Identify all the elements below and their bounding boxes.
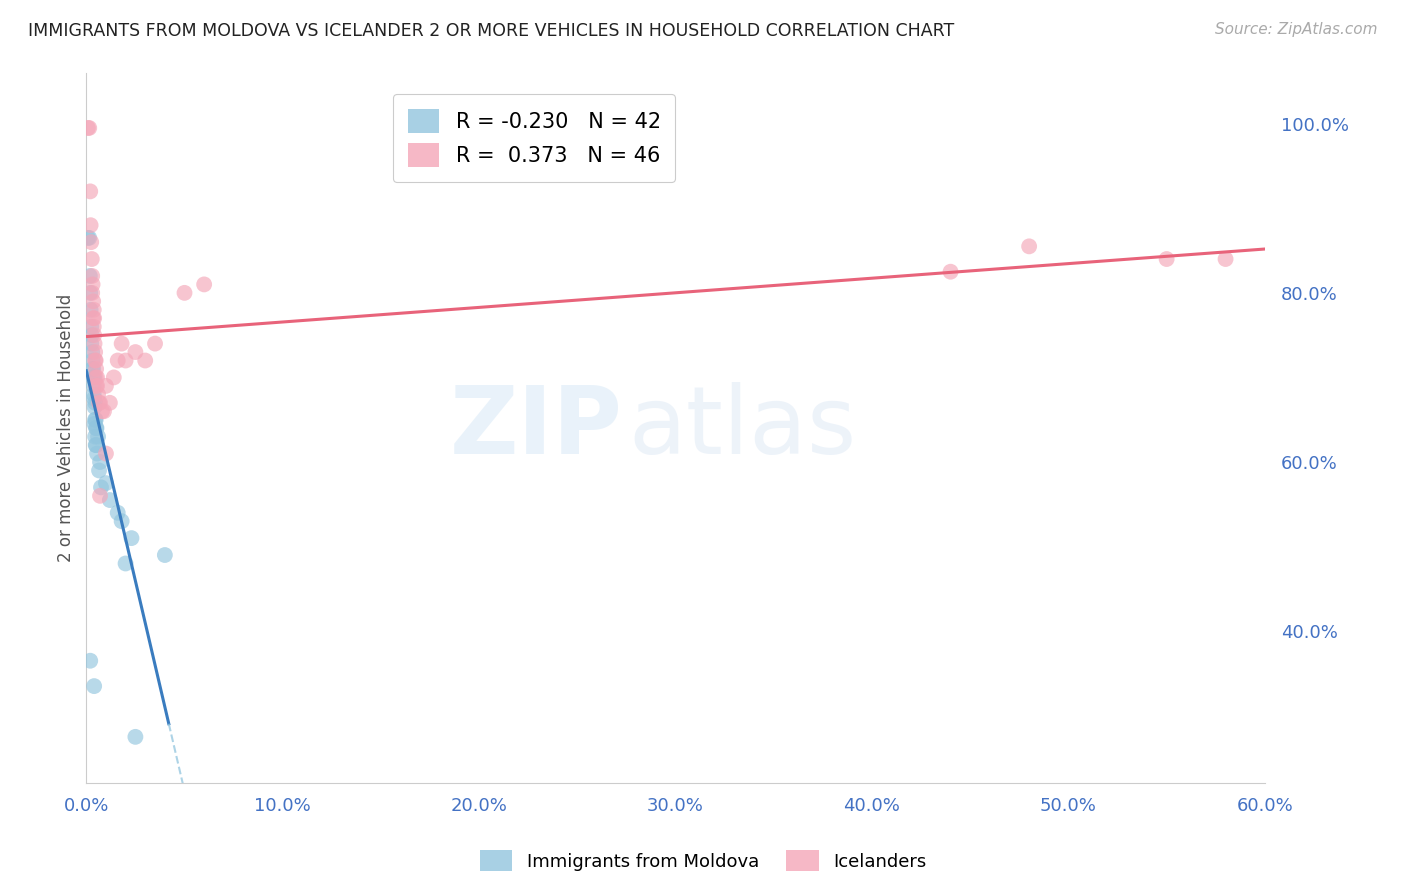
Point (111, 514, 134, 528)
Point (84, 438, 107, 452)
Point (86, 446, 108, 460)
Point (89, 489, 111, 503)
Point (193, 277, 215, 292)
Point (87, 387, 110, 401)
Point (107, 353, 129, 368)
Point (103, 370, 125, 384)
Point (84, 396, 107, 410)
Point (107, 506, 129, 520)
Text: atlas: atlas (628, 382, 856, 475)
Point (82, 277, 104, 292)
Text: Source: ZipAtlas.com: Source: ZipAtlas.com (1215, 22, 1378, 37)
Point (1215, 252, 1237, 266)
Point (83, 302, 105, 317)
Point (80, 252, 103, 266)
Point (83, 319, 105, 334)
Point (79, 185, 101, 199)
Point (76, 120, 98, 135)
Point (121, 531, 143, 545)
Point (124, 345, 146, 359)
Point (79, 285, 101, 300)
Point (83, 370, 105, 384)
Point (111, 336, 134, 351)
Point (94, 379, 117, 393)
Point (79, 268, 101, 283)
Point (98, 493, 121, 508)
Point (82, 370, 104, 384)
Point (93, 404, 115, 418)
Point (84, 413, 107, 427)
Point (84, 362, 107, 376)
Point (86, 421, 108, 435)
Point (98, 396, 121, 410)
Point (86, 370, 108, 384)
Point (83, 679, 105, 693)
Point (84, 429, 107, 443)
Point (83, 379, 105, 393)
Point (79, 302, 101, 317)
Point (153, 548, 176, 562)
Point (83, 336, 105, 351)
Text: IMMIGRANTS FROM MOLDOVA VS ICELANDER 2 OR MORE VEHICLES IN HOUSEHOLD CORRELATION: IMMIGRANTS FROM MOLDOVA VS ICELANDER 2 O… (28, 22, 955, 40)
Point (80, 235, 103, 249)
Point (83, 392, 105, 406)
Point (83, 387, 105, 401)
Point (89, 396, 111, 410)
Point (76, 231, 98, 245)
Point (84, 413, 107, 427)
Point (82, 311, 104, 326)
Point (80, 336, 103, 351)
Point (91, 404, 114, 418)
Point (80, 328, 103, 343)
Point (82, 268, 104, 283)
Point (87, 463, 110, 477)
Point (114, 557, 136, 571)
Point (89, 455, 111, 469)
Point (90, 480, 112, 494)
Point (1018, 239, 1040, 253)
Point (87, 429, 110, 443)
Point (939, 265, 962, 279)
Point (82, 353, 104, 368)
Point (84, 421, 107, 435)
Point (87, 396, 110, 410)
Point (84, 370, 107, 384)
Point (143, 336, 166, 351)
Legend: Immigrants from Moldova, Icelanders: Immigrants from Moldova, Icelanders (472, 843, 934, 879)
Point (94, 476, 117, 491)
Point (94, 446, 117, 460)
Point (114, 353, 136, 368)
Point (83, 311, 105, 326)
Point (134, 353, 156, 368)
Point (83, 328, 105, 343)
Point (84, 438, 107, 452)
Point (82, 294, 104, 309)
Point (79, 218, 101, 232)
Point (82, 362, 104, 376)
Point (86, 379, 108, 393)
Text: ZIP: ZIP (450, 382, 623, 475)
Point (82, 345, 104, 359)
Point (84, 379, 107, 393)
Point (84, 345, 107, 359)
Point (82, 362, 104, 376)
Point (83, 400, 105, 414)
Point (124, 730, 146, 744)
Y-axis label: 2 or more Vehicles in Household: 2 or more Vehicles in Household (58, 294, 75, 562)
Point (77, 120, 100, 135)
Point (79, 654, 101, 668)
Point (80, 319, 103, 334)
Point (77, 231, 100, 245)
Point (1156, 252, 1178, 266)
Point (83, 417, 105, 431)
Point (82, 285, 104, 300)
Legend: R = -0.230   N = 42, R =  0.373   N = 46: R = -0.230 N = 42, R = 0.373 N = 46 (394, 94, 675, 182)
Point (84, 353, 107, 368)
Point (173, 285, 195, 300)
Point (84, 353, 107, 368)
